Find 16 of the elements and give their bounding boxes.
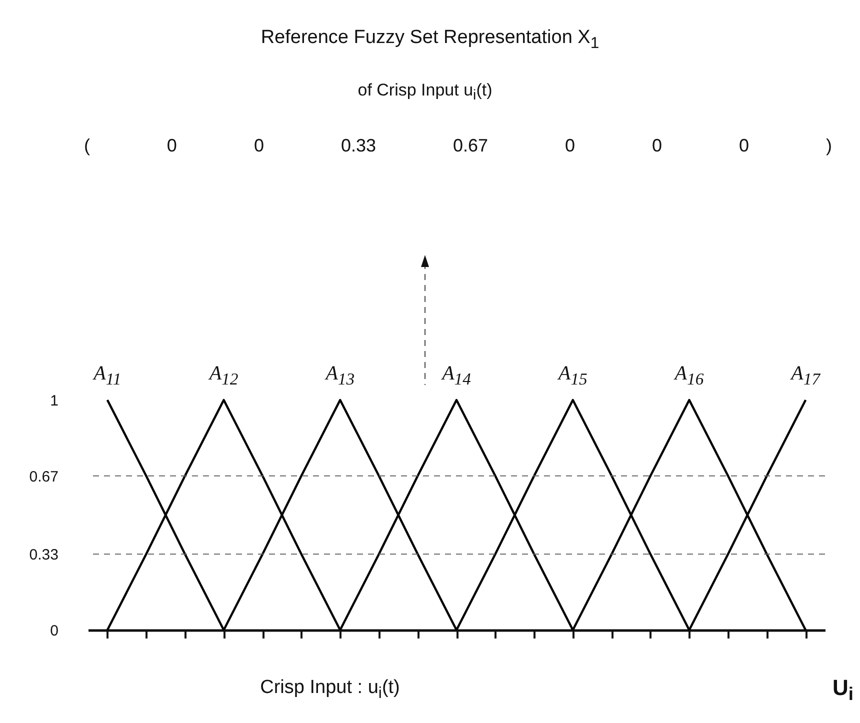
text: ( 0 0 0.33 0.67 0 0 0 ) bbox=[84, 136, 832, 156]
text: U$_{i}$ bbox=[832, 674, 854, 706]
chart-title: Reference Fuzzy Set Representation X$_{1}$ bbox=[260, 27, 600, 53]
series-label: A$_{11}$ bbox=[94, 362, 122, 390]
series-label: A$_{17}$ bbox=[791, 362, 820, 390]
x-axis-title: Crisp Input : u$_{i}$(t) bbox=[260, 677, 400, 703]
y-tick-label: 0 bbox=[50, 622, 58, 640]
y-tick-label: 0.33 bbox=[29, 546, 58, 564]
series-label: A$_{13}$ bbox=[326, 362, 355, 390]
y-tick-label: 0.67 bbox=[29, 468, 58, 486]
series-label: A$_{15}$ bbox=[558, 362, 588, 390]
series-label: A$_{14}$ bbox=[442, 362, 471, 390]
chart-subtitle: of Crisp Input u$_{i}$(t) bbox=[358, 80, 492, 104]
y-tick-label: 1 bbox=[50, 392, 58, 410]
series-label: A$_{16}$ bbox=[674, 362, 704, 390]
series-label: A$_{12}$ bbox=[209, 362, 238, 390]
